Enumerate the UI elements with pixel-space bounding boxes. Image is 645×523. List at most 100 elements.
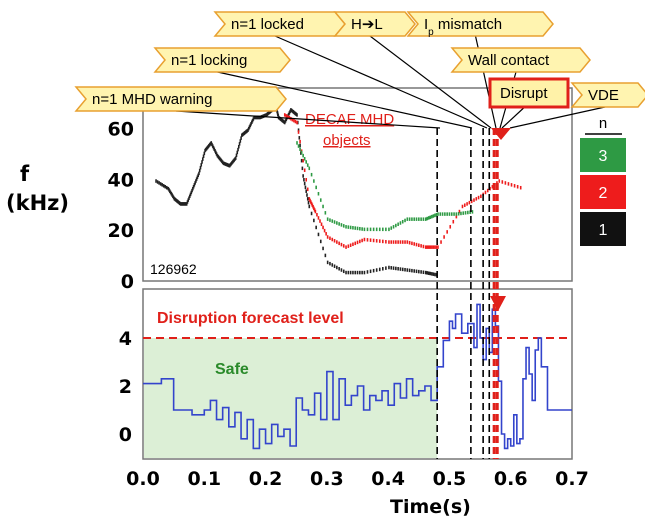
mhd-point <box>359 239 361 244</box>
mhd-point <box>404 267 406 272</box>
mhd-point <box>406 240 409 244</box>
mhd-point <box>296 120 298 125</box>
mhd-point <box>464 211 467 215</box>
mhd-point <box>306 197 309 201</box>
mhd-point <box>437 212 439 216</box>
mhd-point <box>155 179 157 183</box>
mhd-point <box>462 211 465 215</box>
legend-label-n1: 1 <box>599 222 608 239</box>
mhd-point <box>317 192 320 196</box>
mhd-point <box>338 222 340 226</box>
mhd-point <box>188 194 191 199</box>
mhd-point <box>319 239 322 244</box>
mhd-point <box>434 272 436 277</box>
mhd-point <box>310 211 313 216</box>
mhd-point <box>299 147 301 151</box>
mhd-point <box>435 212 438 217</box>
mhd-point <box>372 268 375 273</box>
mhd-point <box>361 270 363 275</box>
mhd-point <box>427 271 430 275</box>
mhd-point <box>361 227 363 231</box>
mhd-point <box>356 270 359 275</box>
mhd-point <box>418 269 420 274</box>
mhd-point <box>300 158 303 163</box>
mhd-point <box>413 269 416 273</box>
mhd-point <box>308 166 311 171</box>
mhd-point <box>340 242 343 247</box>
mhd-point <box>501 180 504 184</box>
mhd-point <box>186 200 189 204</box>
mhd-point <box>432 272 435 276</box>
mhd-point <box>415 269 418 274</box>
mhd-point <box>336 265 338 270</box>
mhd-point <box>440 240 442 244</box>
mhd-series-n3 <box>296 141 474 232</box>
mhd-point <box>345 225 347 229</box>
mhd-point <box>519 185 522 190</box>
mhd-point <box>422 270 425 275</box>
mhd-point <box>426 216 429 221</box>
mhd-point <box>235 153 238 158</box>
mhd-point <box>420 270 422 274</box>
bottom-y-tick-label: 2 <box>119 376 132 398</box>
mhd-point <box>435 245 438 249</box>
mhd-point <box>372 227 375 232</box>
mhd-point <box>185 202 188 206</box>
mhd-point <box>397 240 399 244</box>
mhd-point <box>455 212 458 216</box>
mhd-point <box>302 174 304 178</box>
event-tag: VDE <box>509 82 645 129</box>
legend-title: n <box>599 115 607 132</box>
mhd-point <box>375 268 378 272</box>
mhd-point <box>432 214 435 218</box>
mhd-point <box>303 181 306 186</box>
mhd-point <box>378 267 381 272</box>
mhd-point <box>444 212 446 216</box>
mhd-point <box>424 217 427 221</box>
mhd-point <box>198 168 201 173</box>
mhd-point <box>369 227 372 232</box>
legend: 3 2 1 <box>580 138 626 246</box>
mhd-point <box>302 153 304 158</box>
mhd-point <box>408 217 411 221</box>
mhd-point <box>406 217 409 221</box>
mhd-point <box>352 226 354 230</box>
mhd-point <box>452 219 455 224</box>
bottom-y-tick-label: 4 <box>119 328 132 350</box>
mhd-point <box>411 268 413 273</box>
mhd-point <box>507 182 510 186</box>
mhd-point <box>319 219 321 223</box>
mhd-point <box>480 194 482 199</box>
mhd-point <box>366 270 369 274</box>
event-tag: H➔L <box>333 11 492 129</box>
mhd-point <box>313 179 315 183</box>
mhd-point <box>390 240 393 244</box>
mhd-point <box>299 143 301 148</box>
event-tag-box <box>570 82 645 108</box>
mhd-point <box>395 223 397 228</box>
mhd-point <box>300 150 303 155</box>
mhd-point <box>165 185 168 190</box>
mhd-point <box>475 197 478 201</box>
x-axis-label: Time(s) <box>390 496 471 518</box>
mhd-point <box>187 198 190 202</box>
mhd-point <box>303 178 305 182</box>
mhd-point <box>424 270 427 275</box>
x-tick-label: 0.3 <box>310 468 344 490</box>
mhd-point <box>392 266 395 270</box>
mhd-point <box>432 245 435 249</box>
event-tag-connector <box>217 71 473 129</box>
mhd-point <box>431 272 433 276</box>
mhd-point <box>188 196 190 200</box>
mhd-point <box>401 267 404 272</box>
mhd-point <box>297 128 300 132</box>
mhd-point <box>434 245 436 249</box>
forecast-threshold-label: Disruption forecast level <box>157 310 344 327</box>
mhd-point <box>345 245 347 249</box>
mhd-point <box>299 139 301 144</box>
x-tick-label: 0.6 <box>494 468 528 490</box>
mhd-point <box>197 173 199 178</box>
mhd-point <box>418 217 420 221</box>
mhd-point <box>375 227 378 232</box>
mhd-point <box>340 268 343 272</box>
